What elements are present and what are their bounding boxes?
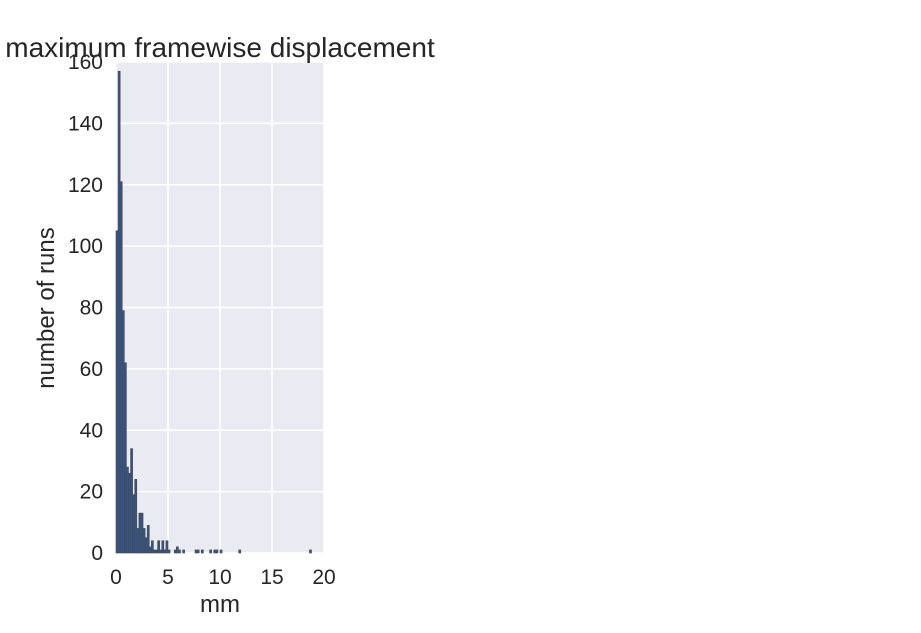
histogram-bar — [178, 549, 181, 554]
x-axis-label: mm — [200, 591, 240, 618]
x-tick-label: 5 — [162, 566, 174, 589]
histogram-bar — [126, 466, 129, 554]
histogram-bar — [165, 540, 169, 554]
histogram-bar — [173, 549, 177, 554]
histogram-bar — [219, 549, 223, 554]
y-tick-label: 0 — [91, 542, 103, 565]
histogram-bar — [157, 540, 160, 554]
histogram-bar — [134, 479, 138, 554]
y-tick-label: 80 — [80, 297, 103, 320]
histogram-bar — [140, 512, 144, 554]
y-tick-label: 100 — [68, 235, 103, 258]
histogram-bar — [144, 537, 148, 554]
histogram-bar — [136, 528, 140, 554]
x-tick-label: 0 — [110, 566, 122, 589]
histogram-bar — [213, 549, 217, 554]
histogram-bar — [117, 70, 121, 554]
histogram-bar — [121, 310, 125, 554]
histogram-bar — [196, 549, 200, 554]
histogram-bar — [124, 362, 127, 554]
histogram-bar — [182, 549, 185, 554]
y-tick-label: 60 — [80, 358, 103, 381]
histogram-bar — [115, 230, 119, 554]
histogram-bar — [142, 528, 146, 554]
gridlines — [115, 61, 325, 554]
histogram-bar — [194, 549, 198, 554]
chart-title: maximum framewise displacement — [5, 32, 435, 63]
histogram-bar — [163, 549, 167, 554]
histogram-bar — [176, 546, 179, 554]
histogram-bar — [151, 540, 154, 554]
histogram-bar — [138, 512, 142, 554]
x-tick-label: 20 — [312, 566, 335, 589]
x-tick-labels: 0 5 10 15 20 — [110, 566, 336, 589]
y-tick-label: 160 — [68, 51, 103, 74]
histogram-bar — [200, 549, 204, 554]
histogram-bar — [161, 540, 165, 554]
y-tick-label: 120 — [68, 174, 103, 197]
histogram-bar — [238, 549, 242, 554]
y-axis-label: number of runs — [33, 227, 60, 388]
x-tick-label: 10 — [208, 566, 231, 589]
y-tick-label: 140 — [68, 112, 103, 135]
histogram-bar — [128, 472, 131, 554]
plot-area — [115, 61, 325, 554]
histogram-bar — [153, 549, 156, 554]
histogram-bar — [209, 549, 212, 554]
histogram-bar — [148, 546, 152, 554]
histogram-bar — [159, 549, 163, 554]
y-tick-label: 40 — [80, 419, 103, 442]
histogram-bar — [215, 549, 219, 554]
histogram-bar — [155, 549, 158, 554]
histogram-bar — [146, 525, 150, 554]
histogram-bar — [309, 549, 312, 554]
bars — [115, 70, 312, 554]
histogram-bar — [119, 181, 123, 554]
y-tick-label: 20 — [80, 481, 103, 504]
x-tick-label: 15 — [260, 566, 283, 589]
histogram-bar — [167, 549, 171, 554]
histogram-bar — [132, 494, 136, 554]
y-tick-labels: 0 20 40 60 80 100 120 140 160 — [68, 51, 103, 565]
histogram-bar — [130, 448, 133, 554]
